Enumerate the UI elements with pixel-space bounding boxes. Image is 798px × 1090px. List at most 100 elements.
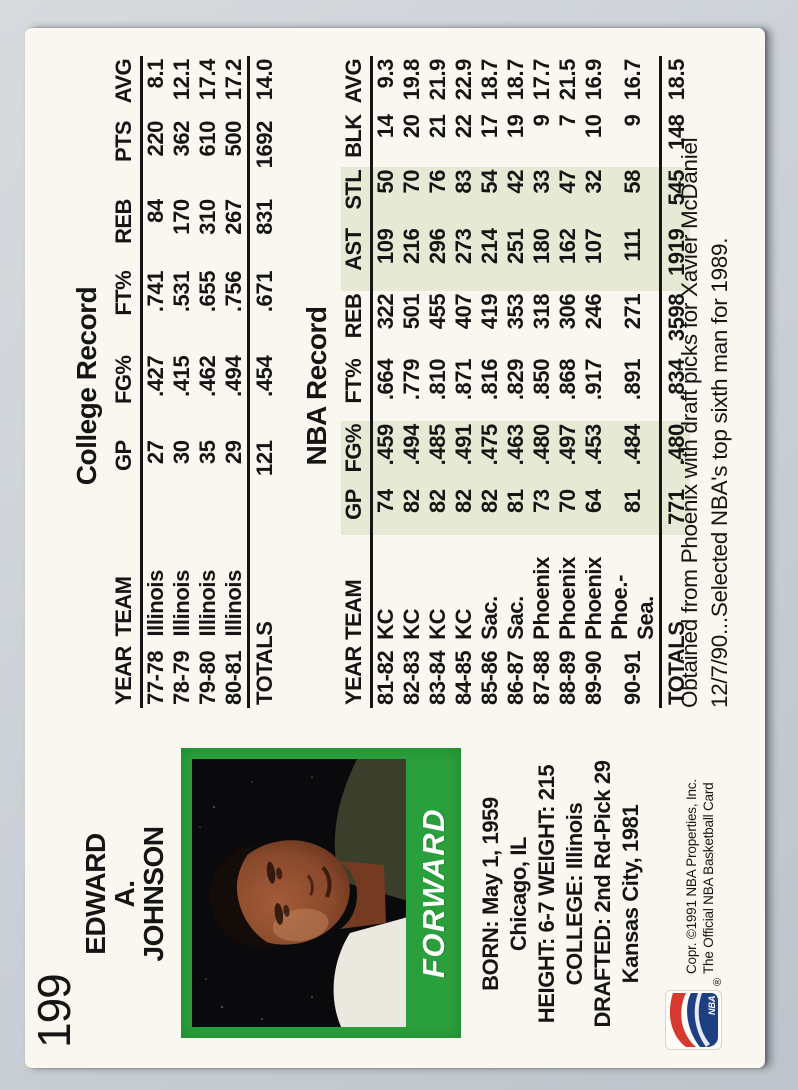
copyright: Copr. ©1991 NBA Properties, Inc. The Off… [684,779,717,974]
nba-hoops-logo: NBA [665,990,722,1050]
stat-cell: .871 [451,358,476,401]
stat-cell: KC [373,608,398,640]
stat-cell: 246 [581,293,606,330]
stat-cell: 111 [607,225,661,291]
position-banner: FORWARD [415,807,451,979]
stat-cell: Sac. [503,596,528,640]
stat-cell: 21.9 [425,59,450,101]
stat-cell: 322 [373,293,398,330]
card-number: 199 [28,974,80,1048]
stat-cell: .741 [143,270,168,313]
column-header: YEAR [111,639,142,708]
stat-cell: .453 [581,421,607,487]
stat-cell: .485 [425,421,451,487]
stat-cell: 81 [607,486,661,536]
season-row: 81-82 KC 74.459 .664 322 109 50 14 9.3 [371,56,399,708]
season-row: 89-90 Phoenix 64.453 .917 246 107 32 10 16.9 [581,56,607,708]
stat-cell: 419 [477,293,502,330]
stat-cell: 251 [503,225,529,291]
copyright-line: Copr. ©1991 NBA Properties, Inc. [684,779,699,974]
stat-cell: Phoe.-Sea. [607,574,658,640]
column-header: GP [341,486,372,536]
stat-cell: Illinois [143,570,168,637]
column-header: FG% [111,352,142,438]
stat-cell: 610 [195,121,220,157]
college-record-table: YEAR TEAM GP FG% FT% REB PTS AVG 77-78 Illinois 27… [111,56,278,708]
nba-record-title: NBA Record [301,306,332,466]
stat-cell: KC [425,608,450,640]
stat-cell: 353 [503,293,528,330]
stat-cell: 80-81 [221,650,246,705]
season-row: 88-89 Phoenix 70.497 .868 306 162 47 7 21.5 [555,56,581,708]
stat-cell: Illinois [195,570,220,637]
stat-cell: Phoenix [581,557,606,640]
column-header: FT% [341,355,372,422]
column-header: PTS [111,118,142,197]
stat-cell: 78-79 [169,650,194,705]
stat-cell: 9.3 [373,59,398,89]
stat-cell: 32 [581,166,607,226]
header-row: YEAR TEAM GP FG% FT% REB AST STL BLK AVG [341,56,372,708]
stat-cell: 273 [451,225,477,291]
stat-cell: 216 [399,225,425,291]
bio-line-height-weight: HEIGHT: 6-7 WEIGHT: 215 [534,764,559,1024]
player-name-line: EDWARD [80,833,111,955]
stat-cell: 267 [221,199,246,235]
stat-cell: 17 [477,114,502,139]
stat-cell: .415 [169,355,194,397]
player-photo [192,759,406,1027]
stat-cell: 81-82 [373,650,398,705]
player-bio: BORN: May 1, 1959 Chicago, IL HEIGHT: 6-… [477,720,645,1068]
season-row: 82-83 KC 82.494 .779 501 216 70 20 19.8 [399,56,425,708]
stat-cell: Sac. [477,596,502,640]
stat-cell: 82 [425,486,451,536]
stat-cell: 86-87 [503,650,528,705]
stat-cell: 10 [581,114,606,139]
stat-cell: 35 [195,440,220,465]
season-row: 90-91 Phoe.-Sea. 81.484 .891 271 111 58 9 16.7 [607,56,661,708]
season-row: 79-80 Illinois 35 .462 .655 310 610 17.4 [195,56,221,708]
stat-cell: 84-85 [451,650,476,705]
career-note: Obtained from Phoenix with draft picks f… [675,50,735,708]
stat-cell: .462 [195,355,220,397]
column-header: YEAR [341,642,372,708]
stat-cell: 88-89 [555,650,580,705]
stat-cell: 318 [529,293,554,330]
totals-cell: TOTALS [248,621,278,708]
column-header: TEAM [341,535,372,643]
stat-cell: 9 [620,114,645,127]
season-row: 84-85 KC 82.491 .871 407 273 83 22 22.9 [451,56,477,708]
stat-cell: KC [451,608,476,640]
season-row: 87-88 Phoenix 73.480 .850 318 180 33 9 17.7 [529,56,555,708]
player-panel: 199 EDWARD A. JOHNSON [25,720,765,1068]
stat-cell: KC [399,608,424,640]
stat-cell: 296 [425,225,451,291]
stat-cell: .480 [529,421,555,487]
stat-cell: 42 [503,166,529,226]
stats-panel: College Record YEAR TEAM GP FG% FT% REB PTS AVG… [25,48,765,716]
stat-cell: .494 [399,421,425,487]
photo-frame: FORWARD [181,748,461,1038]
totals-row: TOTALS 121.454.671 831 1692 14.0 [248,56,278,708]
stat-cell: .491 [451,421,477,487]
stat-cell: .463 [503,421,529,487]
stat-cell: 220 [143,121,168,157]
stat-cell: 85-86 [477,650,502,705]
totals-cell: .454 [248,352,278,438]
stat-cell: 9 [529,114,554,127]
stat-cell: 14 [373,114,398,139]
stat-cell: 17.2 [221,59,246,101]
stat-cell: 76 [425,166,451,226]
stat-cell: 271 [620,293,645,330]
stat-cell: 18.7 [477,59,502,101]
stat-cell: 107 [581,225,607,291]
bio-line-college: COLLEGE: Illinois [562,802,587,986]
college-record-title: College Record [71,286,102,486]
totals-cell [248,502,278,640]
stat-cell: 82 [399,486,425,536]
bio-line-birthplace: Chicago, IL [506,836,531,952]
stat-cell: .779 [399,358,424,401]
stat-cell: .756 [221,270,246,313]
stat-cell: 7 [555,114,580,127]
stat-cell: 306 [555,293,580,330]
